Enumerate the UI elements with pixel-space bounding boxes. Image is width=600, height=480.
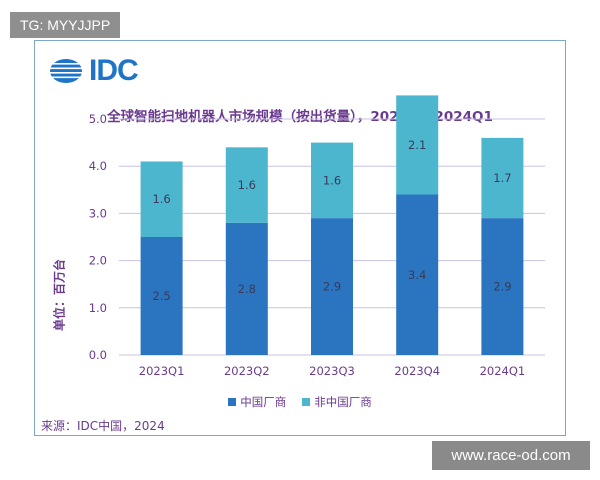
- legend-item-non-china: 非中国厂商: [302, 394, 372, 410]
- bar-china: [481, 218, 524, 355]
- data-label-china: 2.8: [238, 282, 256, 296]
- legend-swatch-china: [228, 398, 237, 406]
- data-label-non-china: 1.7: [493, 171, 511, 185]
- legend-item-china: 中国厂商: [228, 394, 286, 410]
- y-tick-label: 1.0: [89, 301, 107, 315]
- y-tick-label: 2.0: [89, 254, 107, 268]
- x-tick-label: 2023Q3: [309, 364, 355, 378]
- data-label-non-china: 1.6: [152, 192, 170, 206]
- legend-swatch-non-china: [302, 398, 311, 406]
- bar-china: [311, 218, 353, 355]
- bar-non-china: [481, 137, 524, 219]
- bar-non-china: [140, 161, 183, 237]
- x-tick-label: 2023Q4: [394, 364, 440, 378]
- bar-non-china: [396, 95, 439, 195]
- legend: 中国厂商 非中国厂商: [35, 394, 565, 410]
- y-tick-label: 4.0: [89, 159, 107, 173]
- bar-non-china: [225, 147, 268, 223]
- tg-tag: TG: MYYJJPP: [10, 12, 121, 38]
- legend-label-non-china: 非中国厂商: [314, 395, 372, 409]
- data-label-china: 2.5: [152, 289, 170, 303]
- data-label-china: 2.9: [323, 280, 341, 294]
- idc-logo: IDC: [49, 54, 139, 87]
- globe-icon: [49, 59, 83, 83]
- x-tick-label: 2023Q1: [139, 364, 185, 378]
- plot-area: 0.0 1.0 2.0 3.0 4.0 5.0 2.5 1.6 2023Q1 2.8 1.6 2023…: [89, 95, 545, 378]
- bar-china: [396, 194, 439, 355]
- x-tick-label: 2024Q1: [480, 364, 526, 378]
- data-label-non-china: 2.1: [408, 138, 426, 152]
- bar-china: [225, 222, 268, 355]
- x-tick-label: 2023Q2: [224, 364, 270, 378]
- y-tick-label: 0.0: [89, 348, 107, 362]
- chart-card: IDC 全球智能扫地机器人市场规模（按出货量），2023Q1-2024Q1 单位…: [34, 40, 566, 436]
- legend-label-china: 中国厂商: [240, 395, 287, 409]
- data-label-non-china: 1.6: [238, 178, 256, 192]
- watermark: www.race-od.com: [432, 441, 590, 470]
- data-label-non-china: 1.6: [323, 173, 341, 187]
- bar-china: [140, 237, 183, 355]
- source-note: 来源：IDC中国，2024: [41, 419, 165, 433]
- data-label-china: 2.9: [493, 280, 511, 294]
- y-tick-label: 3.0: [89, 206, 107, 220]
- bar-non-china: [311, 142, 353, 219]
- logo-text: IDC: [89, 54, 139, 87]
- data-label-china: 3.4: [408, 268, 426, 282]
- y-tick-label: 5.0: [89, 112, 107, 126]
